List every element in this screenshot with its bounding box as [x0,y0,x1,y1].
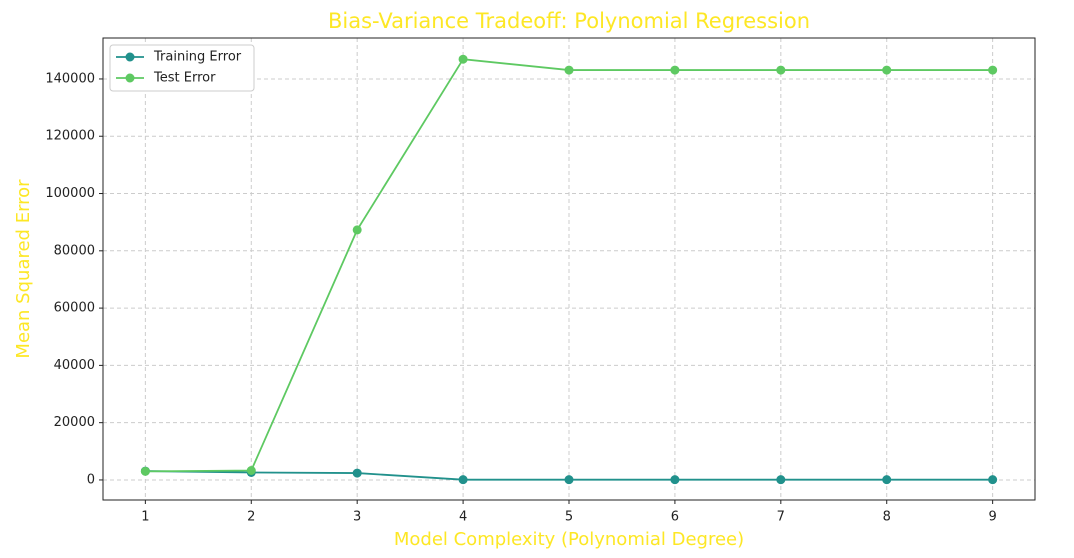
legend-box [109,44,255,92]
x-tick-label: 6 [671,510,679,525]
data-point [458,475,468,485]
x-tick-label: 9 [988,510,996,525]
chart-title: Bias-Variance Tradeoff: Polynomial Regre… [328,9,810,33]
y-tick-label: 0 [87,472,95,487]
data-point [458,54,468,64]
data-point [988,65,998,75]
legend-marker [125,52,135,62]
x-tick-label: 2 [247,510,255,525]
data-point [564,65,574,75]
data-point [352,468,362,478]
data-point [670,475,680,485]
y-tick-label: 140000 [45,71,95,86]
legend-label: Test Error [153,71,216,86]
data-point [140,466,150,476]
data-point [882,475,892,485]
legend-marker [125,73,135,83]
y-tick-label: 80000 [54,243,95,258]
data-point [776,65,786,75]
y-axis-label: Mean Squared Error [13,179,34,359]
x-tick-label: 7 [777,510,785,525]
x-tick-label: 3 [353,510,361,525]
legend-label: Training Error [153,50,242,65]
x-axis-label: Model Complexity (Polynomial Degree) [394,529,744,550]
data-point [670,65,680,75]
data-point [776,475,786,485]
plot-frame [102,37,1036,501]
data-point [882,65,892,75]
data-point [246,465,256,475]
data-point [988,475,998,485]
y-tick-label: 60000 [54,301,95,316]
y-tick-label: 120000 [45,129,95,144]
x-tick-label: 4 [459,510,467,525]
y-tick-label: 20000 [54,415,95,430]
x-tick-label: 5 [565,510,573,525]
y-tick-label: 40000 [54,358,95,373]
x-tick-label: 1 [141,510,149,525]
data-point [352,225,362,235]
y-tick-label: 100000 [45,186,95,201]
x-tick-label: 8 [883,510,891,525]
data-point [564,475,574,485]
